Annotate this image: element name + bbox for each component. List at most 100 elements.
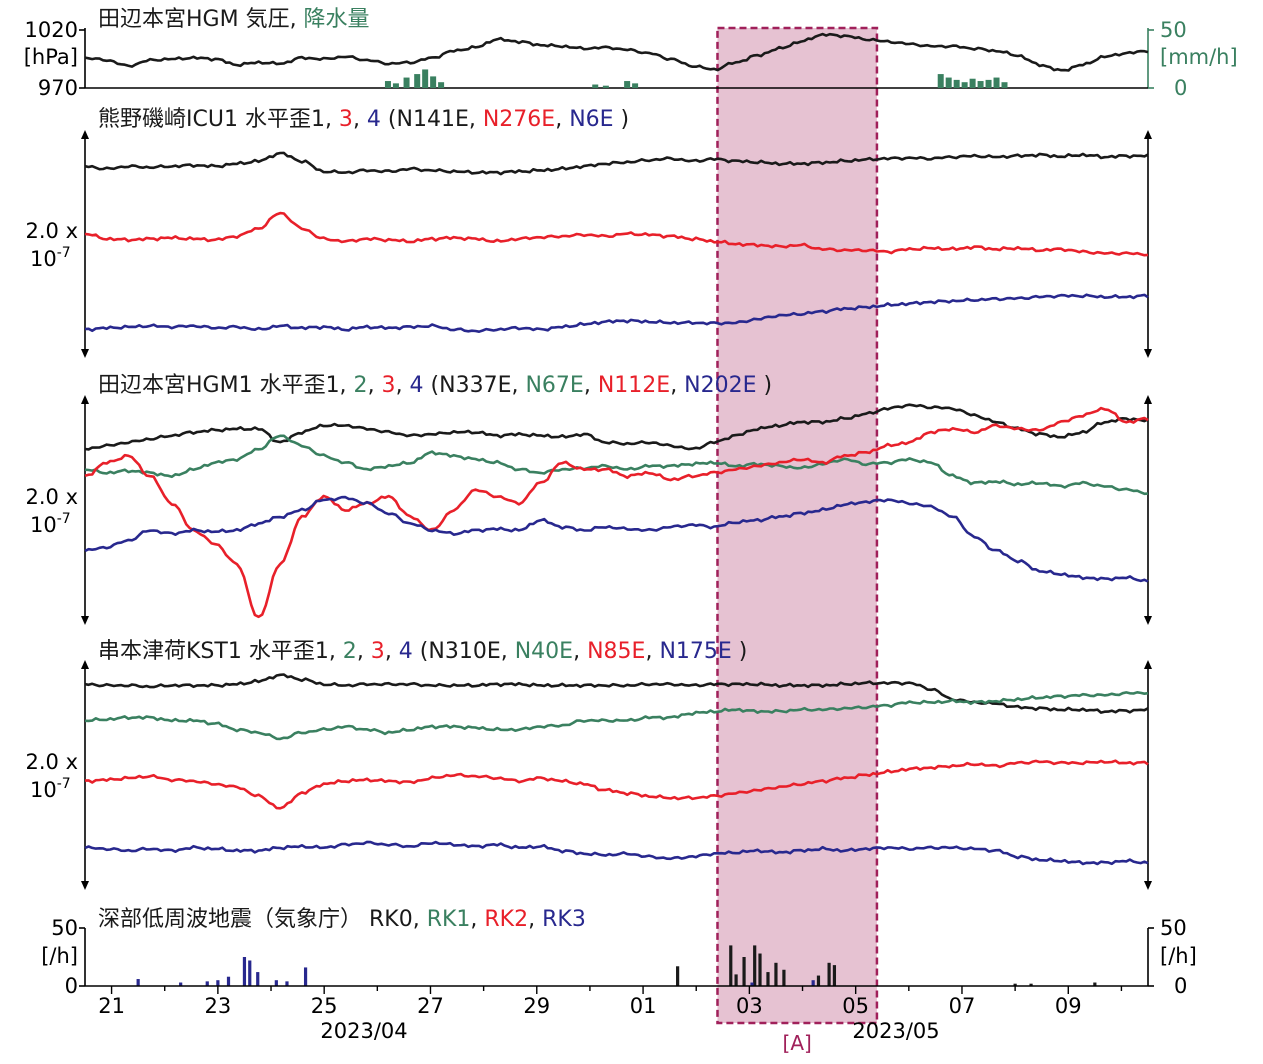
x-tick-label: 21 <box>98 994 125 1018</box>
highlight-layer: [A] <box>716 26 879 1055</box>
y-tick-label-left: 50 <box>51 916 78 940</box>
y-axis-label-right: [mm/h] <box>1160 45 1238 69</box>
rain-bar <box>985 79 992 88</box>
x-tick-label: 01 <box>630 994 657 1018</box>
x-tick-label: 25 <box>311 994 338 1018</box>
title-part: N276E <box>476 107 555 132</box>
title-part: RK2 <box>477 907 528 932</box>
panel-title: 熊野磯崎ICU1 水平歪1, 3, 4 (N141E, N276E, N6E ) <box>98 107 629 132</box>
lfe-bar <box>750 982 754 986</box>
title-part: RK1 <box>420 907 471 932</box>
rain-bar <box>392 83 399 88</box>
lfe-bar <box>742 957 746 986</box>
lfe-bar <box>758 953 762 986</box>
lfe-bar <box>242 957 247 986</box>
scale-label-exponent: 10-7 <box>30 776 71 802</box>
arrow-head-down <box>1144 349 1152 358</box>
title-part: 4 <box>392 639 413 664</box>
scale-label: 2.0 x <box>26 219 79 243</box>
rain-bar <box>632 83 639 88</box>
title-part: N202E <box>677 373 756 398</box>
y-tick-label-left: 970 <box>38 76 78 100</box>
title-part: , <box>357 639 364 664</box>
x-tick-label: 05 <box>842 994 869 1018</box>
strain-line-black <box>84 403 1149 451</box>
panel-title: 串本津荷KST1 水平歪1, 2, 3, 4 (N310E, N40E, N85… <box>98 639 747 664</box>
strain-line-green <box>84 691 1149 741</box>
y-tick-label-left: 1020 <box>25 18 78 42</box>
arrow-head-up <box>1144 130 1152 139</box>
lfe-bar <box>676 966 680 986</box>
strain-line-green <box>84 434 1149 496</box>
title-part: ) <box>614 107 630 132</box>
scale-exponent: -7 <box>57 776 71 792</box>
lfe-bar <box>179 982 183 986</box>
strain-line-red <box>84 211 1149 257</box>
lfe-bar <box>734 974 738 986</box>
strain-line-blue <box>84 495 1149 583</box>
lfe-bar <box>774 962 778 986</box>
lfe-bar <box>811 980 815 986</box>
title-part: N6E <box>562 107 613 132</box>
title-part: N67E <box>518 373 583 398</box>
strain-line-blue <box>84 840 1149 866</box>
strain-line-black <box>84 673 1149 714</box>
lfe-bar <box>136 979 140 986</box>
title-part: N40E <box>508 639 573 664</box>
rain-bar <box>969 78 976 88</box>
title-part: ) <box>732 639 748 664</box>
rain-bar <box>961 82 968 88</box>
title-part: 3 <box>364 639 385 664</box>
title-part: 3 <box>375 373 396 398</box>
rain-bar <box>592 84 599 88</box>
x-tick-label: 27 <box>417 994 444 1018</box>
scale-exponent: -7 <box>57 245 71 261</box>
title-part: N85E <box>580 639 645 664</box>
rain-bar <box>993 77 1000 88</box>
lfe-bar <box>1093 982 1097 986</box>
rain-bar <box>1001 82 1008 88</box>
title-part: 4 <box>403 373 424 398</box>
y-axis-label-right: [/h] <box>1160 944 1197 968</box>
lfe-bar <box>827 962 831 986</box>
arrow-head-down <box>1144 881 1152 890</box>
lfe-bar <box>205 981 209 986</box>
rain-bar <box>937 74 944 88</box>
rain-bar <box>422 69 429 88</box>
arrow-head-down <box>1144 616 1152 625</box>
y-tick-label-right: 0 <box>1174 76 1187 100</box>
scale-base: 10 <box>30 513 57 537</box>
scale-label: 2.0 x <box>26 485 79 509</box>
month-label: 2023/05 <box>852 1019 939 1043</box>
title-part: , <box>573 639 580 664</box>
scale-exponent: -7 <box>57 511 71 527</box>
x-tick-label: 03 <box>736 994 763 1018</box>
lfe-bar <box>1013 983 1017 986</box>
title-part: 2 <box>336 639 357 664</box>
y-axis-label-left: [hPa] <box>24 45 78 69</box>
title-part: 田辺本宮HGM 気圧, <box>98 7 297 32</box>
arrow-head-up <box>81 395 89 404</box>
lfe-bar <box>782 969 786 986</box>
lfe-bar <box>832 965 837 986</box>
title-part: , <box>584 373 591 398</box>
title-part: N112E <box>591 373 670 398</box>
lfe-bar <box>766 972 770 986</box>
y-tick-label-right: 50 <box>1160 18 1187 42</box>
arrow-head-down <box>81 349 89 358</box>
panel-HGM1: 田辺本宮HGM1 水平歪1, 2, 3, 4 (N337E, N67E, N11… <box>26 373 1152 625</box>
arrow-head-up <box>1144 660 1152 669</box>
lfe-bar <box>248 960 252 986</box>
rain-bar <box>430 76 437 88</box>
lfe-bar <box>226 976 231 986</box>
title-part: (N337E, <box>424 373 519 398</box>
rain-bar <box>945 77 952 88</box>
title-part: , <box>555 107 562 132</box>
month-label: 2023/04 <box>320 1019 407 1043</box>
title-part: 熊野磯崎ICU1 水平歪1, <box>98 107 332 132</box>
strain-line-blue <box>84 293 1149 333</box>
strain-line-black <box>84 151 1149 176</box>
title-part: , <box>396 373 403 398</box>
arrow-head-down <box>81 616 89 625</box>
title-part: 3 <box>332 107 353 132</box>
